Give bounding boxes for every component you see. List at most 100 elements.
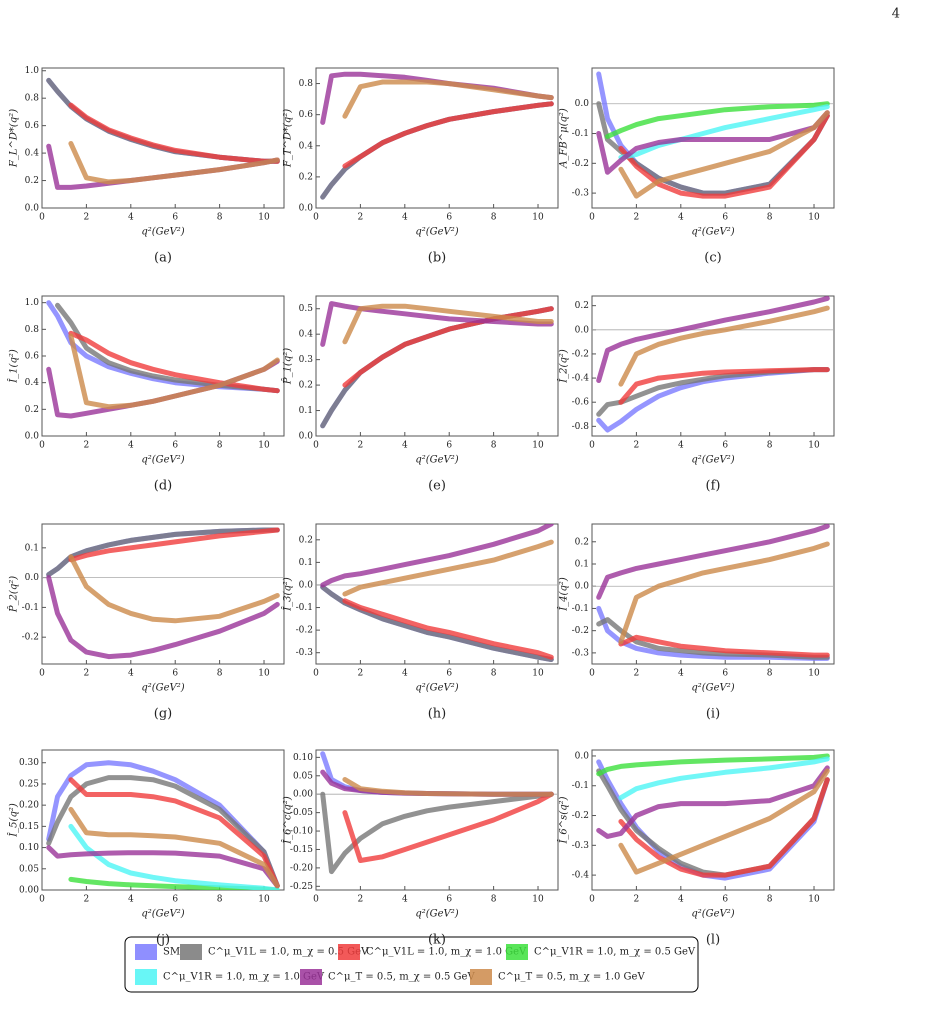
x-tick-label: 10: [808, 213, 820, 223]
x-tick-label: 0: [313, 441, 319, 451]
y-tick-label: 0.2: [299, 172, 313, 182]
series-band: [68, 141, 280, 185]
y-tick-label: 0.0: [299, 432, 314, 442]
series-band: [320, 101, 554, 200]
y-tick-label: -0.3: [296, 648, 314, 658]
y-tick-label: 0.05: [19, 864, 39, 874]
y-tick-label: -0.4: [572, 374, 590, 384]
plot-frame: [591, 749, 835, 891]
x-tick-label: 6: [446, 895, 452, 905]
series-band: [618, 305, 830, 387]
x-tick-label: 2: [84, 441, 90, 451]
plot-frame: [41, 749, 285, 891]
x-tick-label: 6: [172, 669, 178, 679]
y-axis-label: Î_2(q²): [558, 349, 570, 384]
series-band: [342, 306, 554, 388]
x-tick-label: 0: [39, 669, 45, 679]
series-band: [320, 306, 554, 429]
x-tick-label: 4: [128, 895, 134, 905]
x-tick-label: 6: [722, 669, 728, 679]
x-tick-label: 0: [39, 213, 45, 223]
x-tick-label: 4: [128, 669, 134, 679]
y-tick-label: -0.10: [290, 827, 313, 837]
x-tick-label: 2: [84, 213, 90, 223]
legend-label: C^μ_T = 0.5, m_χ = 1.0 GeV: [498, 972, 645, 983]
y-tick-label: -0.3: [572, 841, 590, 851]
x-tick-label: 10: [808, 895, 820, 905]
x-tick-label: 8: [491, 441, 497, 451]
y-tick-label: 0.4: [25, 378, 40, 388]
x-tick-label: 6: [446, 669, 452, 679]
y-tick-label: 0.0: [299, 204, 314, 214]
x-axis-label: q²(GeV²): [691, 909, 734, 920]
series-band: [596, 367, 830, 417]
page-number: 4: [892, 7, 900, 22]
legend-swatch: [338, 944, 360, 960]
x-axis-label: q²(GeV²): [415, 455, 458, 466]
x-tick-label: 0: [313, 669, 319, 679]
y-tick-label: -0.1: [572, 604, 589, 614]
y-tick-label: 0.4: [25, 149, 40, 159]
plot-frame: [315, 749, 559, 891]
x-tick-label: 10: [258, 669, 270, 679]
x-tick-label: 6: [172, 441, 178, 451]
y-tick-label: 0.25: [19, 779, 39, 789]
legend-swatch: [506, 944, 528, 960]
x-tick-label: 0: [589, 213, 595, 223]
x-tick-label: 0: [589, 669, 595, 679]
x-tick-label: 0: [589, 441, 595, 451]
x-tick-label: 10: [532, 213, 544, 223]
y-tick-label: 0.2: [25, 176, 39, 186]
y-axis-label: Î_4(q²): [558, 577, 570, 612]
x-axis-label: q²(GeV²): [415, 683, 458, 694]
x-tick-label: 8: [767, 213, 773, 223]
x-axis-label: q²(GeV²): [415, 909, 458, 920]
x-axis-label: q²(GeV²): [141, 909, 184, 920]
y-tick-label: 0.3: [299, 355, 314, 365]
y-tick-label: 0.8: [299, 79, 314, 89]
y-tick-label: -0.6: [572, 398, 590, 408]
series-band: [320, 524, 554, 588]
series-band: [320, 101, 554, 200]
y-tick-label: 0.10: [19, 843, 39, 853]
series-band: [342, 791, 554, 863]
plot-frame: [41, 67, 285, 209]
y-tick-label: 0.20: [19, 801, 39, 811]
x-tick-label: 6: [722, 213, 728, 223]
y-axis-label: Î_6^s(q²): [558, 796, 570, 844]
x-tick-label: 10: [258, 441, 270, 451]
x-tick-label: 2: [358, 895, 364, 905]
x-tick-label: 2: [358, 441, 364, 451]
y-tick-label: -0.05: [290, 808, 313, 818]
series-band: [46, 575, 280, 660]
y-tick-label: -0.1: [296, 603, 313, 613]
series-band: [342, 598, 554, 660]
y-axis-label: P̂_1(q²): [282, 348, 294, 385]
x-tick-label: 8: [217, 213, 223, 223]
y-tick-label: 0.2: [575, 301, 589, 311]
series-band: [618, 113, 830, 199]
y-tick-label: 0.5: [299, 304, 314, 314]
x-tick-label: 10: [808, 669, 820, 679]
series-band: [320, 584, 554, 662]
x-tick-label: 4: [402, 441, 408, 451]
series-band: [46, 527, 280, 578]
x-axis-label: q²(GeV²): [691, 455, 734, 466]
y-tick-label: 0.00: [293, 790, 313, 800]
plot-frame: [591, 295, 835, 437]
y-tick-label: 0.0: [25, 573, 40, 583]
y-tick-label: 0.6: [25, 352, 40, 362]
x-tick-label: 4: [402, 669, 408, 679]
y-tick-label: -0.3: [572, 189, 590, 199]
x-tick-label: 6: [172, 213, 178, 223]
panel-caption: (d): [154, 479, 172, 494]
x-tick-label: 8: [217, 441, 223, 451]
x-tick-label: 4: [402, 213, 408, 223]
y-axis-label: Î_3(q²): [282, 577, 294, 612]
x-tick-label: 10: [532, 441, 544, 451]
x-tick-label: 6: [722, 895, 728, 905]
x-tick-label: 2: [634, 669, 640, 679]
panel-caption: (b): [428, 251, 446, 266]
series-band: [68, 554, 280, 624]
